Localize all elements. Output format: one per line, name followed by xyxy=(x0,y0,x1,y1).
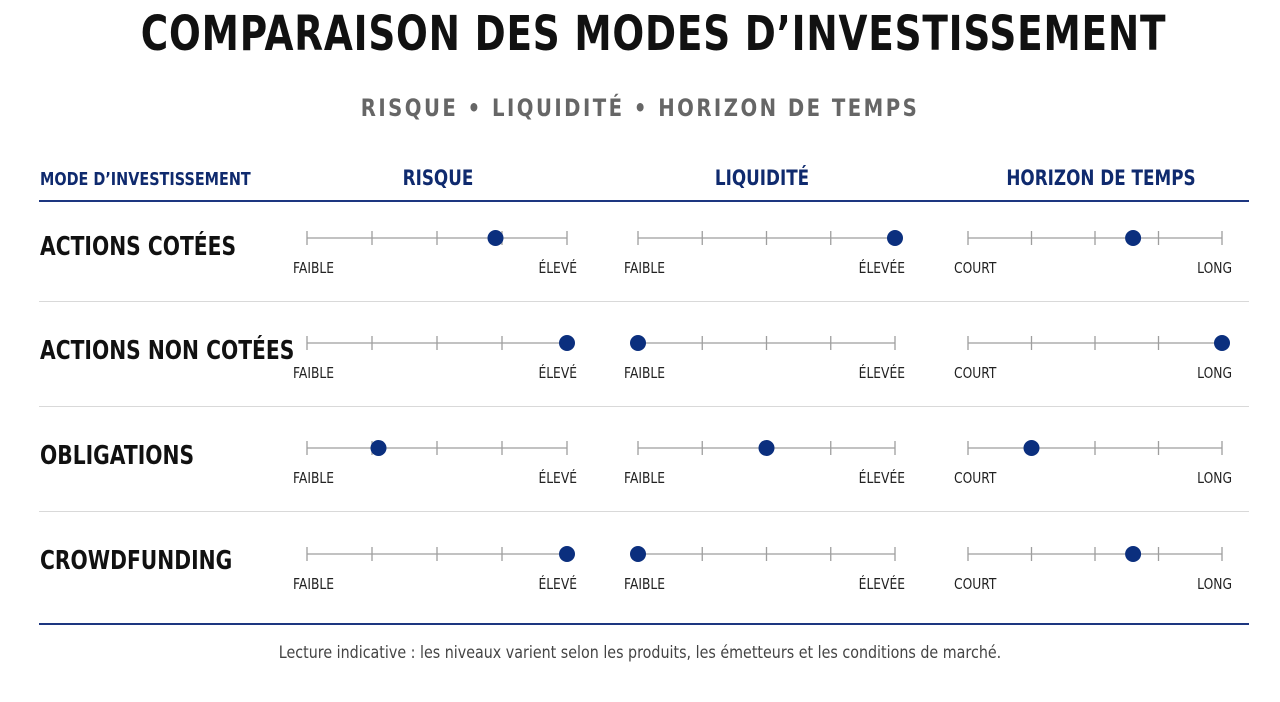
scale-low-label: FAIBLE xyxy=(624,365,665,382)
scale-low-label: FAIBLE xyxy=(624,470,665,487)
row-label-actions-cotees: ACTIONS COTÉES xyxy=(40,232,237,262)
scale-low-label: FAIBLE xyxy=(293,365,334,382)
row-label-crowdfunding: CROWDFUNDING xyxy=(40,546,233,576)
scale-high-label: ÉLEVÉE xyxy=(859,574,905,594)
footer-rule xyxy=(39,623,1249,625)
row-divider xyxy=(39,511,1249,512)
scale-low-label: COURT xyxy=(954,365,997,382)
rating-dot xyxy=(887,230,903,246)
rating-dot xyxy=(559,335,575,351)
scale-high-label: LONG xyxy=(1197,470,1232,487)
scale-high-label: ÉLEVÉ xyxy=(538,258,577,278)
scale-high-label: LONG xyxy=(1197,365,1232,382)
scale-low-label: COURT xyxy=(954,576,997,593)
page-subtitle: RISQUE • LIQUIDITÉ • HORIZON DE TEMPS xyxy=(360,94,920,122)
footnote: Lecture indicative : les niveaux varient… xyxy=(278,643,1002,663)
row-label-actions-non-cotees: ACTIONS NON COTÉES xyxy=(40,336,295,366)
rating-dot xyxy=(1125,230,1142,246)
scale-low-label: COURT xyxy=(954,260,997,277)
header-risque: RISQUE xyxy=(402,166,474,190)
rating-dot xyxy=(487,230,504,246)
row-divider xyxy=(39,301,1249,302)
rating-dot xyxy=(559,546,575,562)
scale-high-label: ÉLEVÉ xyxy=(538,363,577,383)
row-divider xyxy=(39,406,1249,407)
scale-high-label: ÉLEVÉE xyxy=(859,468,905,488)
scale-high-label: ÉLEVÉ xyxy=(538,468,577,488)
scale-high-label: LONG xyxy=(1197,576,1232,593)
scale-low-label: FAIBLE xyxy=(624,260,665,277)
rating-dot xyxy=(630,546,646,562)
rating-dot xyxy=(1023,440,1040,456)
row-label-obligations: OBLIGATIONS xyxy=(40,441,195,471)
scale-high-label: ÉLEVÉE xyxy=(859,363,905,383)
scale-high-label: ÉLEVÉ xyxy=(538,574,577,594)
header-rule xyxy=(39,200,1249,202)
rating-dot xyxy=(758,440,775,456)
scale-low-label: COURT xyxy=(954,470,997,487)
page-title: COMPARAISON DES MODES D’INVESTISSEMENT xyxy=(140,6,1167,62)
scale-high-label: ÉLEVÉE xyxy=(859,258,905,278)
scale-high-label: LONG xyxy=(1197,260,1232,277)
scale-low-label: FAIBLE xyxy=(293,576,334,593)
header-horizon: HORIZON DE TEMPS xyxy=(1006,166,1196,190)
rating-dot xyxy=(1214,335,1230,351)
scale-low-label: FAIBLE xyxy=(293,470,334,487)
header-liquidite: LIQUIDITÉ xyxy=(714,166,810,190)
scale-low-label: FAIBLE xyxy=(293,260,334,277)
rating-dot xyxy=(1125,546,1142,562)
rating-dot xyxy=(370,440,387,456)
scale-low-label: FAIBLE xyxy=(624,576,665,593)
rating-dot xyxy=(630,335,646,351)
header-mode: MODE D’INVESTISSEMENT xyxy=(40,169,251,190)
